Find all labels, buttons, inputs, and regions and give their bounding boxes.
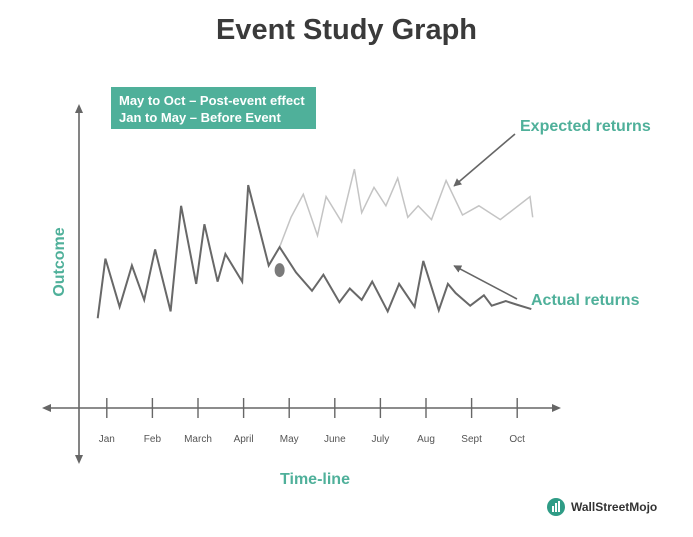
x-tick-label: Oct: [509, 434, 525, 445]
x-tick-label: Jan: [99, 434, 115, 445]
brand-icon: [547, 498, 565, 516]
legend-line-post-event: May to Oct – Post-event effect: [119, 93, 305, 108]
x-tick-label: June: [324, 434, 346, 445]
annotation-expected-returns: Expected returns: [520, 118, 651, 135]
y-axis-arrow-top: [75, 104, 83, 113]
x-tick-label: Feb: [144, 434, 162, 445]
legend-box: May to Oct – Post-event effect Jan to Ma…: [111, 87, 316, 129]
x-tick-label: Sept: [461, 434, 482, 445]
brand-name: WallStreetMojo: [571, 500, 658, 514]
x-tick-label: March: [184, 434, 212, 445]
x-tick-label: May: [280, 434, 299, 445]
x-tick-label: Aug: [417, 434, 435, 445]
legend-line-before-event: Jan to May – Before Event: [119, 110, 281, 125]
x-tick-label: April: [234, 434, 254, 445]
y-axis-arrow-bottom: [75, 455, 83, 464]
y-axis-label: Outcome: [51, 227, 68, 296]
annotation-actual-returns: Actual returns: [531, 292, 640, 309]
annotation-arrow-expected: [453, 133, 516, 187]
x-tick-label: July: [372, 434, 390, 445]
x-ticks: [106, 398, 518, 418]
series-group: [96, 168, 534, 319]
series-line-expected-returns: [278, 168, 534, 248]
x-axis-arrow-left: [42, 404, 51, 412]
brand-logo: WallStreetMojo: [546, 496, 657, 518]
x-tick-labels: Jan Feb March April May June July Aug Sept Oct: [99, 434, 525, 445]
x-axis-label: Time-line: [280, 471, 350, 488]
series-line-actual-returns: [96, 184, 532, 319]
chart-title: Event Study Graph: [215, 14, 478, 46]
annotation-arrow-actual: [453, 265, 518, 300]
x-axis-arrow-right: [552, 404, 561, 412]
event-marker: [274, 263, 285, 278]
